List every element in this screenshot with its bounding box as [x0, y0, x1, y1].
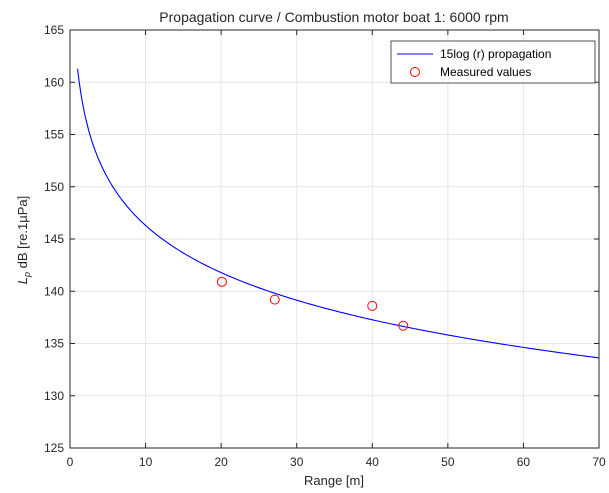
y-tick-label: 145: [44, 232, 64, 246]
measured-point: [216, 276, 227, 287]
series-line-group: [77, 68, 600, 359]
y-tick-label: 140: [44, 284, 64, 298]
measured-point: [269, 294, 280, 305]
propagation-curve: [77, 68, 600, 359]
x-axis-label: Range [m]: [304, 473, 364, 488]
y-tick-label: 165: [44, 23, 64, 37]
x-tick-label: 50: [441, 455, 455, 469]
tick-labels: 0 10 20 30 40 50 60 70 125 130 135 140 145 150 155 160 1…: [44, 23, 606, 469]
legend-label-line: 15log (r) propagation: [440, 47, 551, 61]
x-tick-label: 20: [214, 455, 228, 469]
measured-point: [398, 320, 409, 331]
x-tick-label: 60: [517, 455, 531, 469]
y-tick-label: 125: [44, 441, 64, 455]
y-axis-label-symbol: L: [15, 277, 30, 284]
y-tick-label: 160: [44, 75, 64, 89]
x-tick-label: 10: [139, 455, 153, 469]
measured-point: [367, 300, 378, 311]
x-tick-label: 70: [592, 455, 606, 469]
y-tick-label: 155: [44, 128, 64, 142]
legend-box: [390, 40, 596, 84]
y-axis-label-text: dB [re.1µPa]: [15, 196, 30, 272]
y-tick-label: 130: [44, 389, 64, 403]
y-tick-label: 135: [44, 337, 64, 351]
y-axis-label-subscript: p: [22, 272, 32, 278]
x-tick-label: 0: [67, 455, 74, 469]
x-tick-label: 30: [290, 455, 304, 469]
y-tick-label: 150: [44, 180, 64, 194]
chart-title: Propagation curve / Combustion motor boa…: [159, 9, 508, 25]
legend-label-points: Measured values: [440, 65, 531, 79]
legend: 15log (r) propagation Measured values: [390, 40, 596, 84]
legend-marker-swatch: [410, 67, 420, 77]
x-tick-label: 40: [366, 455, 380, 469]
series-points-group: [216, 276, 409, 331]
ticks: [69, 29, 600, 449]
y-axis-label: Lp dB [re.1µPa]: [15, 196, 32, 284]
